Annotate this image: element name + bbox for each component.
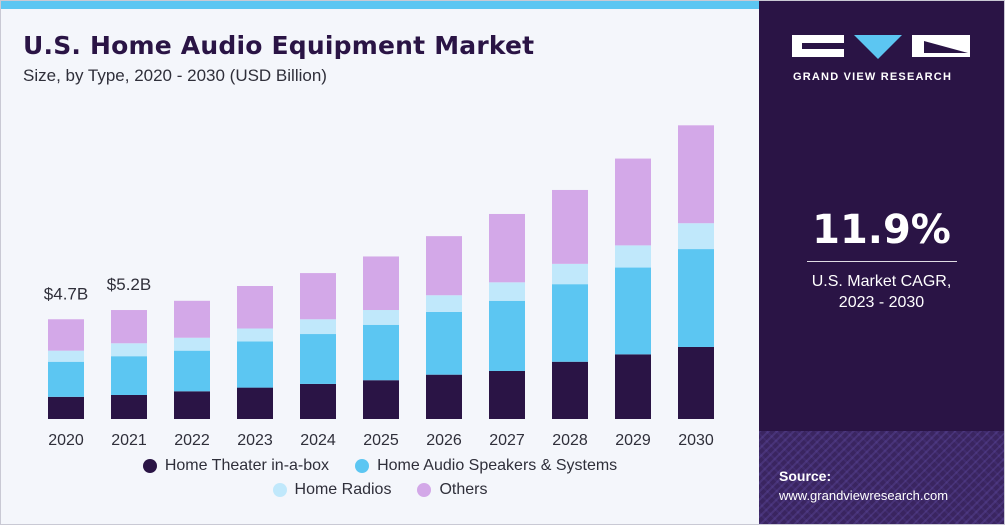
bar-segment-2029-3 <box>615 158 651 246</box>
source-link[interactable]: www.grandviewresearch.com <box>779 488 949 503</box>
bar-segment-2023-0 <box>237 387 273 419</box>
bar-segment-2030-3 <box>678 125 714 224</box>
chart-legend: Home Theater in-a-box Home Audio Speakers… <box>1 457 759 499</box>
bar-segment-2021-0 <box>111 394 147 419</box>
legend-label: Home Theater in-a-box <box>164 457 330 474</box>
bar-segment-2027-0 <box>489 370 525 419</box>
bar-segment-2024-0 <box>300 383 336 419</box>
x-tick-label: 2024 <box>300 432 336 449</box>
legend-swatch <box>272 483 287 497</box>
bar-segment-2023-2 <box>237 328 273 342</box>
legend-swatch <box>417 483 432 497</box>
bar-segment-2022-0 <box>174 391 210 419</box>
legend-label: Home Radios <box>294 481 392 498</box>
decorative-pattern <box>759 431 1004 524</box>
legend-item: Home Radios <box>272 481 392 499</box>
bar-segment-2027-2 <box>489 282 525 301</box>
bar-segment-2020-1 <box>48 361 84 397</box>
bar-segment-2025-0 <box>363 380 399 419</box>
bar-segment-2024-3 <box>300 273 336 320</box>
cagr-label: U.S. Market CAGR, 2023 - 2030 <box>759 271 1004 313</box>
bar-segment-2022-3 <box>174 300 210 338</box>
value-annotation: $4.7B <box>44 284 88 303</box>
bar-segment-2026-1 <box>426 311 462 375</box>
bar-segment-2022-1 <box>174 350 210 392</box>
cagr-label-line1: U.S. Market CAGR, <box>811 273 952 290</box>
legend-item: Home Theater in-a-box <box>142 457 330 475</box>
brand-name: GRAND VIEW RESEARCH <box>793 71 953 83</box>
bar-segment-2024-1 <box>300 334 336 384</box>
value-annotation: $5.2B <box>107 275 151 294</box>
legend-item: Home Audio Speakers & Systems <box>355 457 617 475</box>
legend-label: Home Audio Speakers & Systems <box>377 457 618 474</box>
x-tick-label: 2027 <box>489 432 525 449</box>
cagr-label-line2: 2023 - 2030 <box>838 294 925 311</box>
bar-segment-2028-2 <box>552 263 588 285</box>
cagr-value: 11.9% <box>812 207 951 253</box>
legend-item: Others <box>417 481 487 499</box>
bar-segment-2027-1 <box>489 300 525 371</box>
x-tick-label: 2026 <box>426 432 462 449</box>
x-tick-label: 2030 <box>678 432 714 449</box>
bar-segment-2028-0 <box>552 361 588 419</box>
bar-segment-2020-0 <box>48 396 84 419</box>
bar-segment-2026-2 <box>426 295 462 312</box>
bar-segment-2028-1 <box>552 284 588 362</box>
x-tick-label: 2020 <box>48 432 84 449</box>
x-tick-label: 2028 <box>552 432 588 449</box>
x-tick-label: 2022 <box>174 432 210 449</box>
legend-row: Home Radios Others <box>1 481 759 499</box>
bar-segment-2025-2 <box>363 310 399 325</box>
chart-title: U.S. Home Audio Equipment Market <box>23 31 535 60</box>
bar-segment-2021-2 <box>111 343 147 357</box>
bar-segment-2025-1 <box>363 324 399 381</box>
x-tick-label: 2025 <box>363 432 399 449</box>
bar-segment-2030-2 <box>678 223 714 250</box>
bar-segment-2025-3 <box>363 256 399 311</box>
bar-segment-2020-2 <box>48 350 84 362</box>
bar-segment-2029-2 <box>615 245 651 268</box>
bar-segment-2023-3 <box>237 286 273 329</box>
bar-segment-2024-2 <box>300 319 336 335</box>
bar-segment-2030-1 <box>678 249 714 347</box>
legend-swatch <box>142 459 157 473</box>
bar-segment-2029-0 <box>615 354 651 419</box>
legend-label: Others <box>439 481 488 498</box>
sidebar-panel: GRAND VIEW RESEARCH 11.9% U.S. Market CA… <box>759 1 1004 524</box>
chart-subtitle: Size, by Type, 2020 - 2030 (USD Billion) <box>23 66 327 85</box>
bar-segment-2021-1 <box>111 356 147 395</box>
bar-segment-2026-3 <box>426 236 462 296</box>
bar-segment-2021-3 <box>111 310 147 344</box>
bar-segment-2027-3 <box>489 213 525 283</box>
bar-segment-2030-0 <box>678 346 714 419</box>
bar-segment-2028-3 <box>552 189 588 264</box>
source-label: Source: <box>779 468 832 484</box>
x-tick-label: 2023 <box>237 432 273 449</box>
legend-swatch <box>355 459 370 473</box>
bar-segment-2029-1 <box>615 267 651 355</box>
x-tick-label: 2021 <box>111 432 147 449</box>
chart-panel: U.S. Home Audio Equipment Market Size, b… <box>1 9 759 524</box>
brand-logo <box>792 35 970 59</box>
bar-segment-2023-1 <box>237 341 273 388</box>
top-accent-bar <box>1 1 759 9</box>
bar-segment-2022-2 <box>174 337 210 351</box>
bar-segment-2026-0 <box>426 374 462 419</box>
legend-row: Home Theater in-a-box Home Audio Speakers… <box>1 457 759 475</box>
stacked-bar-chart: 2020 2021 2022 2023 2024 2025 2026 2027 2028 2029… <box>44 125 714 449</box>
bar-segment-2020-3 <box>48 319 84 351</box>
x-tick-label: 2029 <box>615 432 651 449</box>
divider <box>807 261 957 262</box>
